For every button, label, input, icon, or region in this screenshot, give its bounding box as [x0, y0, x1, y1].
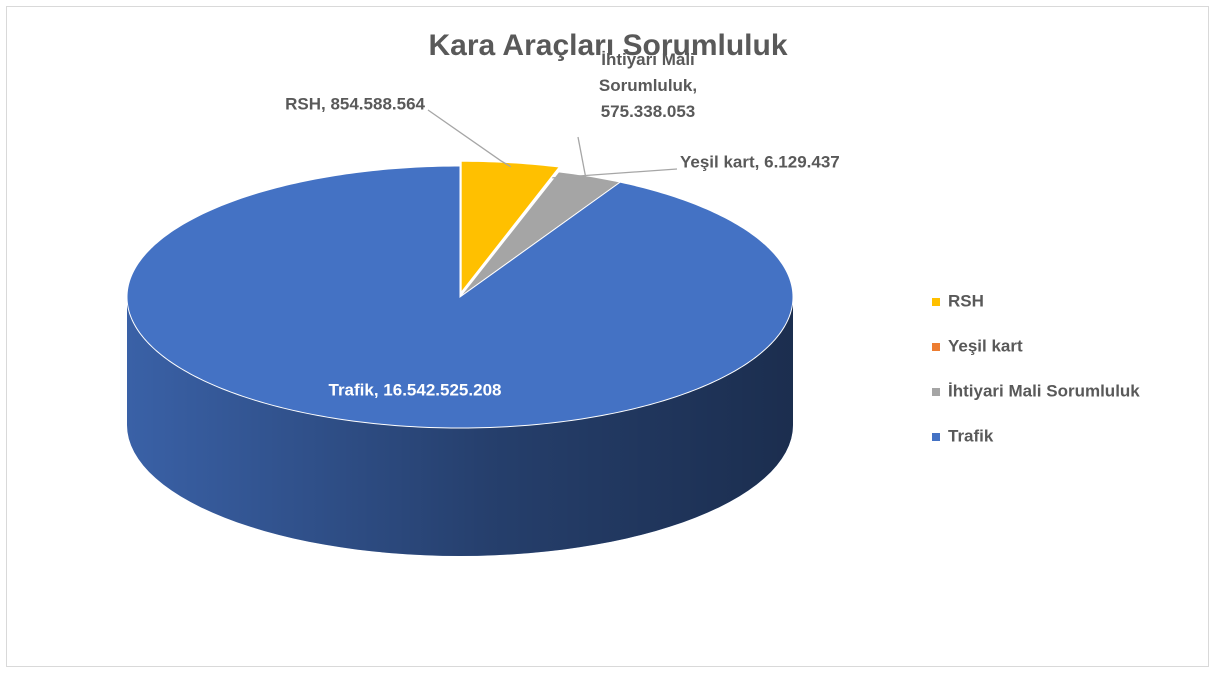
legend-swatch	[932, 433, 940, 441]
legend-swatch	[932, 388, 940, 396]
data-label: RSH, 854.588.564	[285, 94, 425, 113]
leader-line	[552, 168, 678, 179]
leader-line	[427, 109, 512, 168]
legend-label: Trafik	[948, 426, 994, 445]
legend-label: İhtiyari Mali Sorumluluk	[948, 381, 1140, 400]
data-label: İhtiyari Mali Sorumluluk, 575.338.053	[599, 50, 697, 121]
legend-swatch	[932, 298, 940, 306]
side-shade	[127, 297, 793, 556]
slice	[459, 171, 622, 298]
chart-title: Kara Araçları Sorumluluk	[428, 29, 787, 62]
legend-swatch	[932, 343, 940, 351]
data-label: Yeşil kart, 6.129.437	[680, 152, 840, 171]
legend-label: RSH	[948, 291, 984, 310]
slice	[460, 160, 561, 294]
slice	[126, 165, 794, 429]
data-label: Trafik, 16.542.525.208	[329, 380, 502, 399]
legend-label: Yeşil kart	[948, 336, 1023, 355]
leader-line	[577, 136, 587, 180]
